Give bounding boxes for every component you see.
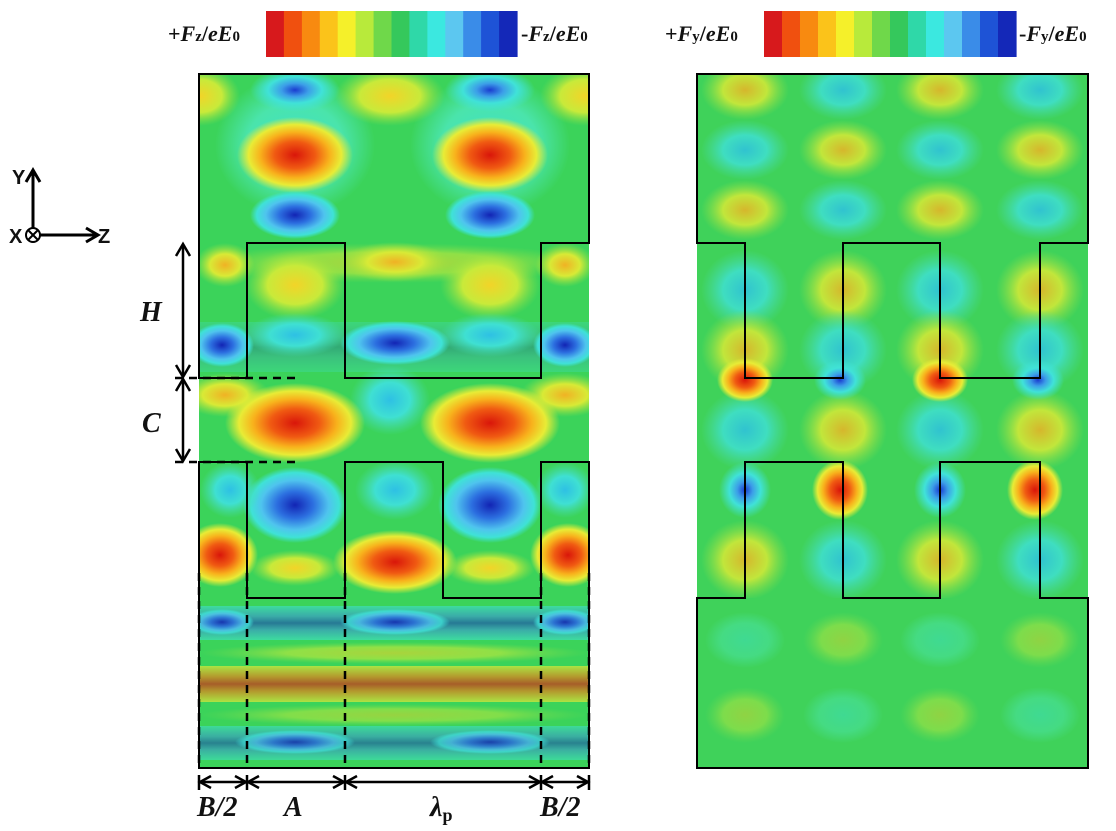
colorbar-cell (463, 11, 482, 57)
y-arrowhead (24, 167, 42, 183)
coordinate-axes (24, 167, 101, 244)
colorbar-cell (355, 11, 375, 57)
dimension-A-label: A (282, 792, 303, 823)
right-lower-grating (696, 461, 1089, 769)
colorbar-cell (908, 11, 927, 57)
right-field-map (697, 74, 1088, 768)
field-hotspot-blue (250, 191, 340, 239)
field-blob-positive (701, 74, 789, 120)
x-axis-into-page-icon (25, 227, 41, 243)
colorbar-cell (319, 11, 339, 57)
right-structure-outline (696, 73, 1089, 769)
field-blob-negative (996, 74, 1084, 120)
colorbar-cell (998, 11, 1017, 57)
field-blob-negative (799, 74, 887, 120)
colorbar-cell (764, 11, 783, 57)
colorbar-cell (890, 11, 909, 57)
dimension-arrows-horizontal (197, 774, 591, 790)
colorbar-cell (872, 11, 891, 57)
colorbar-cell (266, 11, 285, 57)
field-blob-positive (996, 390, 1084, 470)
colorbar-cell (782, 11, 801, 57)
field-blob-negative (896, 390, 984, 470)
colorbar-cell (427, 11, 446, 57)
colorbar-cell (391, 11, 410, 57)
colorbar-cell (962, 11, 981, 57)
field-blob-positive (799, 120, 887, 180)
colorbar-cell (499, 11, 518, 57)
colorbar-cell (836, 11, 855, 57)
colorbar-cell (409, 11, 428, 57)
colorbar-right-cells (764, 11, 1017, 57)
left-field-map (199, 74, 589, 768)
field-blob-faint (803, 612, 883, 668)
colorbar-cell (445, 11, 464, 57)
dimension-lambda-p-label: λp (429, 792, 452, 825)
z-axis-label: Z (98, 226, 110, 248)
colorbar-left-cells (266, 11, 518, 57)
colorbar-cell (944, 11, 963, 57)
colorbar-right: +Fy/eE0 -Fy/eE0 (665, 11, 1087, 57)
dimension-H-label: H (139, 297, 163, 328)
field-hotspot-blue (445, 191, 535, 239)
colorbar-left-plus-label: +Fz/eE0 (168, 21, 240, 46)
colorbar-cell (854, 11, 873, 57)
field-blob-positive (996, 120, 1084, 180)
colorbar-cell (980, 11, 999, 57)
colorbar-cell (926, 11, 945, 57)
colorbar-cell (301, 11, 321, 57)
colorbar-cell (373, 11, 393, 57)
colorbar-cell (818, 11, 837, 57)
y-axis-label: Y (12, 167, 26, 189)
right-field-bottom-pattern (705, 612, 1080, 743)
colorbar-left: +Fz/eE0 -Fz/eE0 (168, 11, 588, 57)
dimension-arrows-vertical (174, 241, 192, 464)
field-blob-negative (701, 120, 789, 180)
dimension-B-half-right-label: B/2 (539, 792, 580, 823)
colorbar-cell (481, 11, 500, 57)
field-hotspot-red (432, 117, 548, 193)
field-blob-faint (1000, 687, 1080, 743)
field-blob-faint (803, 687, 883, 743)
field-blob-negative (799, 180, 887, 240)
field-blob-faint (1000, 612, 1080, 668)
field-blob-negative (701, 390, 789, 470)
field-blob-faint (900, 687, 980, 743)
field-blob-negative (896, 120, 984, 180)
left-dashed-guides (175, 376, 591, 768)
x-axis-label: X (9, 226, 23, 248)
field-blob-positive (799, 390, 887, 470)
field-hotspot-red (237, 117, 353, 193)
dimension-B-half-left-label: B/2 (196, 792, 237, 823)
colorbar-cell (800, 11, 819, 57)
z-arrowhead (85, 226, 101, 244)
right-upper-grating (696, 73, 1089, 379)
colorbar-cell (283, 11, 303, 57)
left-lower-grating (198, 461, 590, 769)
dimension-C-label: C (142, 408, 161, 439)
field-blob-negative (996, 180, 1084, 240)
field-blob-positive (701, 180, 789, 240)
field-blob-faint (900, 612, 980, 668)
field-blob-positive (896, 180, 984, 240)
colorbar-right-minus-label: -Fy/eE0 (1019, 21, 1087, 46)
colorbar-left-minus-label: -Fz/eE0 (521, 21, 588, 46)
colorbar-cell (337, 11, 357, 57)
field-blob-faint (705, 687, 785, 743)
colorbar-right-plus-label: +Fy/eE0 (665, 21, 738, 46)
field-blob-faint (705, 612, 785, 668)
field-blob-positive (896, 74, 984, 120)
